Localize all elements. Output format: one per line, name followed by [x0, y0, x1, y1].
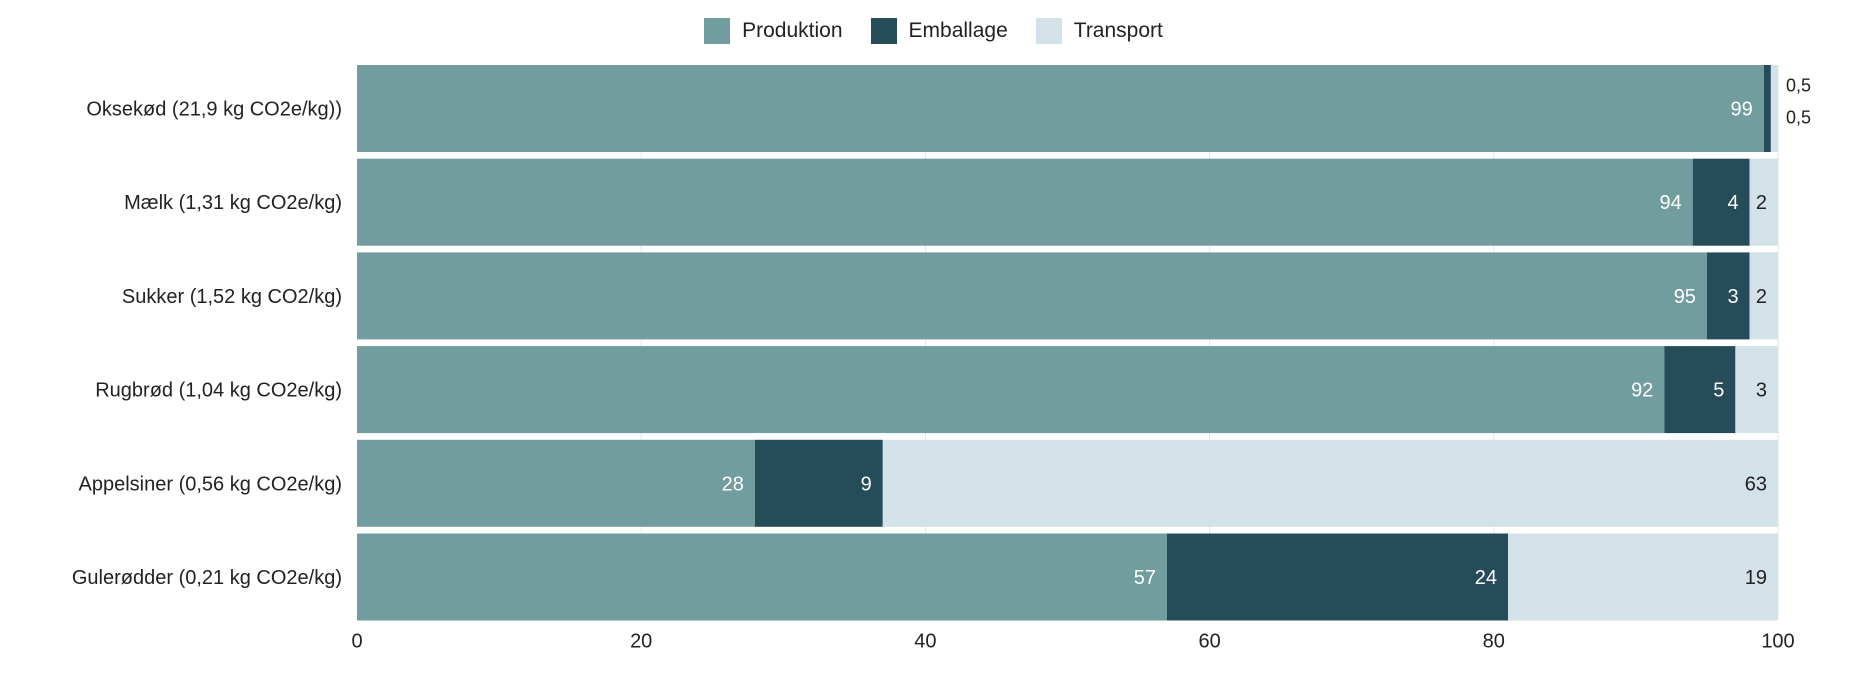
category-label: Rugbrød (1,04 kg CO2e/kg)	[95, 380, 342, 402]
bar-segment	[357, 533, 1167, 621]
data-label: 9	[861, 473, 872, 495]
legend-label: Transport	[1073, 19, 1163, 42]
data-label: 0,5	[1786, 76, 1811, 96]
legend: Produktion Emballage Transport	[0, 18, 1867, 44]
bar-segment	[754, 439, 883, 527]
bar-segment	[882, 439, 1778, 527]
bar-segment	[1735, 346, 1778, 434]
legend-swatch	[870, 18, 897, 44]
data-label: 3	[1756, 380, 1767, 402]
legend-item: Transport	[1035, 18, 1163, 44]
x-tick-label: 80	[1483, 631, 1505, 653]
bar-segment	[1166, 533, 1509, 621]
bar-segment	[1749, 252, 1778, 340]
bar-segment	[1770, 65, 1778, 152]
data-label: 5	[1713, 380, 1724, 402]
data-label: 0,5	[1786, 108, 1811, 128]
bar-segment	[357, 439, 755, 527]
legend-swatch	[704, 18, 731, 44]
category-label: Gulerødder (0,21 kg CO2e/kg)	[72, 567, 342, 589]
data-label: 3	[1727, 286, 1738, 308]
data-label: 28	[722, 473, 744, 495]
data-label: 95	[1674, 286, 1696, 308]
category-label: Appelsiner (0,56 kg CO2e/kg)	[79, 473, 342, 495]
category-label: Oksekød (21,9 kg CO2e/kg))	[86, 99, 342, 121]
category-label: Sukker (1,52 kg CO2/kg)	[122, 286, 342, 308]
bar-segment	[1692, 158, 1750, 246]
data-label: 19	[1745, 567, 1767, 589]
data-label: 99	[1731, 99, 1753, 121]
bar-segment	[357, 65, 1764, 152]
data-label: 94	[1659, 192, 1681, 214]
bar-segment	[357, 346, 1665, 434]
legend-item: Emballage	[870, 18, 1008, 44]
data-label: 57	[1134, 567, 1156, 589]
bar-segment	[357, 158, 1693, 246]
bar-segment	[357, 252, 1707, 340]
category-label: Mælk (1,31 kg CO2e/kg)	[124, 192, 342, 214]
legend-label: Produktion	[742, 19, 843, 42]
bar-segment	[1706, 252, 1750, 340]
x-tick-label: 20	[630, 631, 652, 653]
data-label: 63	[1745, 473, 1767, 495]
data-label: 92	[1631, 380, 1653, 402]
x-tick-label: 100	[1761, 631, 1794, 653]
bar-segment	[1763, 65, 1771, 152]
legend-label: Emballage	[908, 19, 1008, 42]
data-label: 2	[1756, 192, 1767, 214]
bar-segment	[1749, 158, 1778, 246]
bar-segment	[1508, 533, 1778, 621]
data-label: 2	[1756, 286, 1767, 308]
bar-segment	[1664, 346, 1736, 434]
x-tick-label: 60	[1198, 631, 1220, 653]
legend-item: Produktion	[704, 18, 843, 44]
x-tick-label: 40	[914, 631, 936, 653]
legend-swatch	[1035, 18, 1062, 44]
data-label: 4	[1727, 192, 1738, 214]
x-tick-label: 0	[351, 631, 362, 653]
data-label: 24	[1475, 567, 1497, 589]
